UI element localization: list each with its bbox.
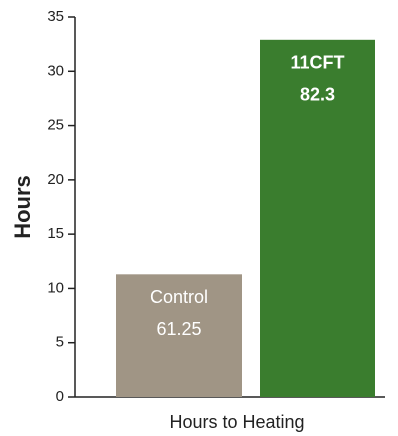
bar-category: Control [150, 287, 208, 307]
y-tick-label: 30 [47, 62, 64, 79]
y-tick-label: 20 [47, 171, 64, 188]
x-axis-label: Hours to Heating [169, 412, 304, 432]
y-tick-label: 35 [47, 8, 64, 25]
y-tick-label: 0 [56, 388, 64, 405]
bar-label: 61.25 [156, 319, 201, 339]
y-tick-label: 10 [47, 279, 64, 296]
y-tick-label: 5 [56, 334, 64, 351]
bar-category: 11CFT [290, 53, 344, 73]
bar-label: 82.3 [300, 85, 335, 105]
bar [260, 39, 375, 398]
y-tick-label: 25 [47, 117, 64, 134]
bar [116, 274, 242, 397]
y-tick-label: 15 [47, 225, 64, 242]
y-axis-label: Hours [10, 175, 35, 239]
